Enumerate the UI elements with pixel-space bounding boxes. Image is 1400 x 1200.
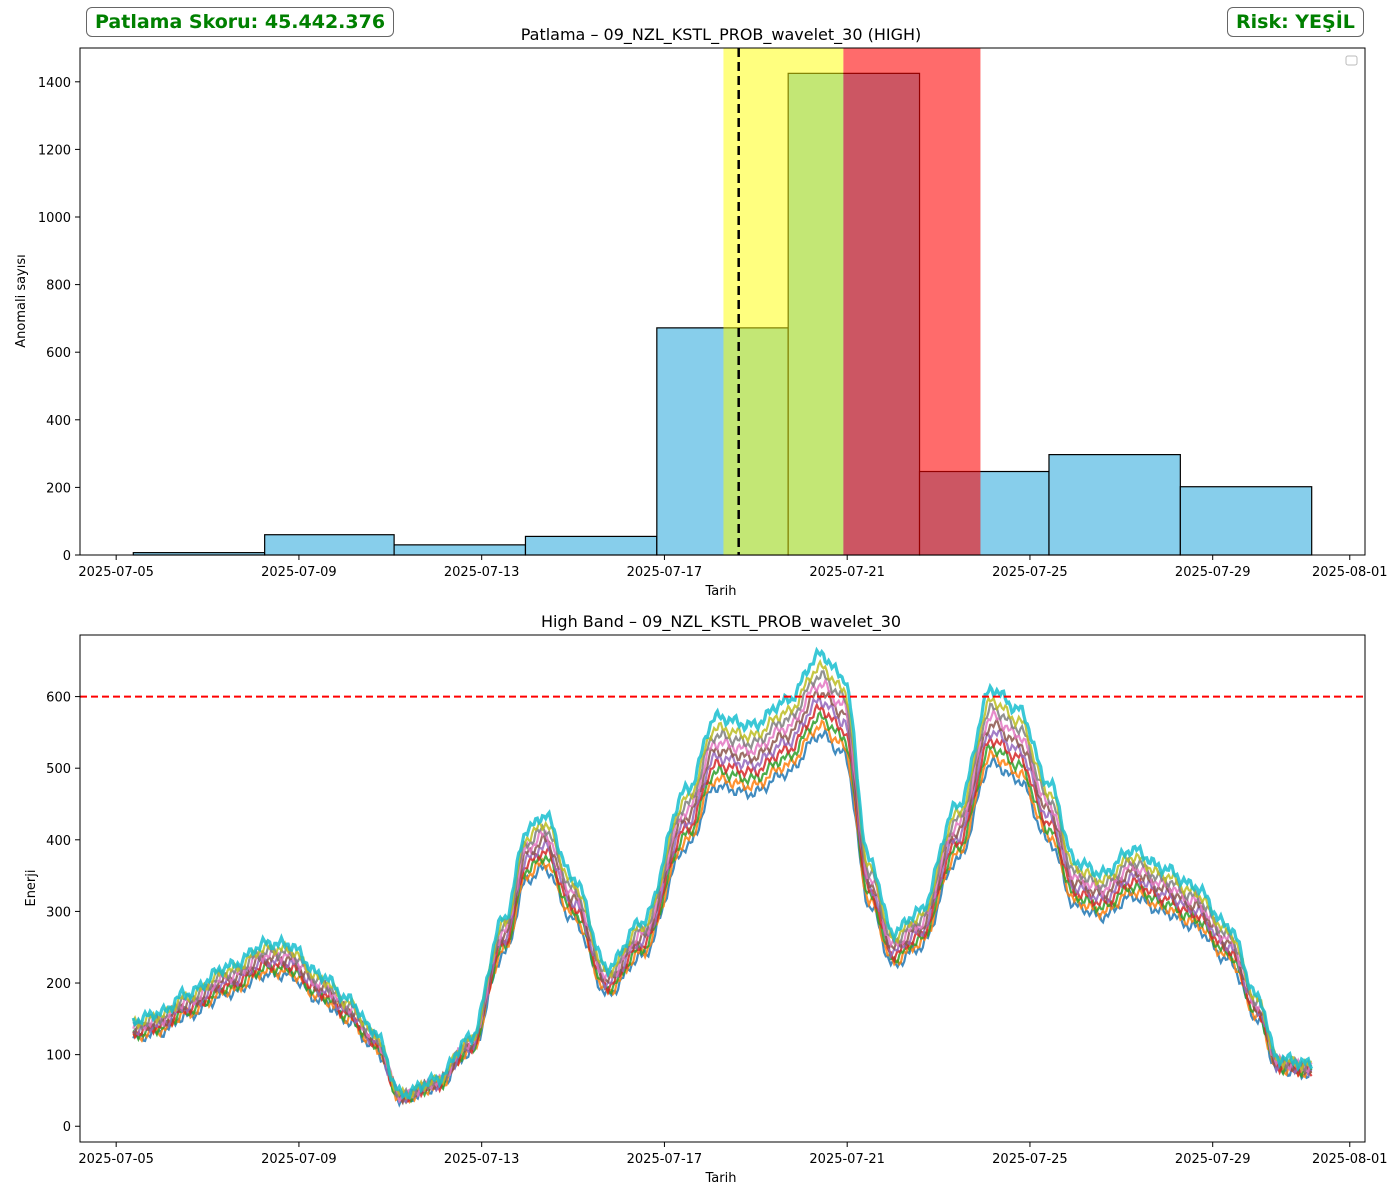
energy-series-line	[132, 710, 1313, 1105]
hist-x-tick-label: 2025-07-21	[809, 565, 885, 580]
hist-x-tick-label: 2025-07-17	[627, 565, 703, 580]
histogram-bar	[264, 534, 395, 556]
hist-x-tick-label: 2025-07-29	[1175, 565, 1251, 580]
line-x-tick-label: 2025-07-17	[627, 1152, 703, 1167]
hist-x-tick-label: 2025-07-25	[992, 565, 1068, 580]
histogram-y-label: Anomali sayısı	[14, 254, 29, 348]
energy-series-line	[132, 678, 1313, 1105]
line-y-tick-label: 0	[63, 1120, 71, 1135]
energy-series-line	[132, 727, 1313, 1108]
energy-series-line	[132, 688, 1313, 1106]
line-x-tick-label: 2025-08-01	[1312, 1152, 1388, 1167]
line-x-tick-label: 2025-07-21	[809, 1152, 885, 1167]
histogram-bar	[1179, 486, 1313, 556]
hist-y-tick-label: 800	[46, 279, 71, 294]
hist-y-tick-label: 1400	[38, 76, 71, 91]
line-x-tick-label: 2025-07-05	[78, 1152, 154, 1167]
histogram-bar	[1048, 454, 1181, 556]
burst-histogram-panel: Patlama – 09_NZL_KSTL_PROB_wavelet_30 (H…	[14, 25, 1388, 599]
hist-x-tick-label: 2025-07-13	[444, 565, 520, 580]
line-x-tick-label: 2025-07-09	[261, 1152, 337, 1167]
score-badge: Patlama Skoru: 45.442.376	[86, 7, 395, 37]
histogram-x-label: Tarih	[705, 584, 737, 599]
line-x-tick-label: 2025-07-13	[444, 1152, 520, 1167]
line-y-tick-label: 600	[46, 691, 71, 706]
hist-x-tick-label: 2025-08-01	[1312, 565, 1388, 580]
high-band-panel: High Band – 09_NZL_KSTL_PROB_wavelet_30 …	[24, 612, 1388, 1186]
yellow-risk-span	[723, 48, 844, 555]
line-x-label: Tarih	[705, 1171, 737, 1186]
histogram-bar	[393, 544, 527, 556]
line-y-tick-label: 100	[46, 1049, 71, 1064]
line-x-tick-label: 2025-07-29	[1175, 1152, 1251, 1167]
red-risk-span	[843, 48, 981, 555]
hist-y-tick-label: 200	[46, 481, 71, 496]
histogram-bar	[524, 535, 658, 556]
line-y-tick-label: 200	[46, 977, 71, 992]
line-title: High Band – 09_NZL_KSTL_PROB_wavelet_30	[541, 612, 901, 632]
line-y-tick-label: 500	[46, 762, 71, 777]
line-y-label: Enerji	[24, 869, 39, 906]
energy-series-line	[132, 658, 1312, 1101]
line-y-tick-label: 400	[46, 834, 71, 849]
hist-y-tick-label: 400	[46, 414, 71, 429]
hist-x-tick-label: 2025-07-05	[78, 565, 154, 580]
histogram-axes-frame	[79, 47, 1366, 556]
hist-x-tick-label: 2025-07-09	[261, 565, 337, 580]
energy-series-line	[131, 646, 1314, 1100]
risk-badge: Risk: YEŞİL	[1227, 7, 1364, 37]
line-axes-frame	[79, 634, 1366, 1143]
hist-y-tick-label: 0	[63, 549, 71, 564]
line-y-tick-label: 300	[46, 905, 71, 920]
hist-y-tick-label: 1000	[38, 211, 71, 226]
line-x-tick-label: 2025-07-25	[992, 1152, 1068, 1167]
empty-legend-box	[1345, 55, 1358, 66]
hist-y-tick-label: 1200	[38, 143, 71, 158]
hist-y-tick-label: 600	[46, 346, 71, 361]
energy-series-line	[132, 718, 1313, 1104]
histogram-title: Patlama – 09_NZL_KSTL_PROB_wavelet_30 (H…	[521, 25, 922, 45]
